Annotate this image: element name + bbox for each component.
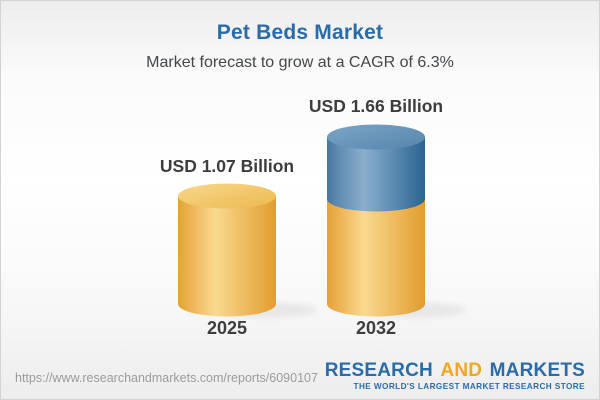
category-label-2025: 2025 <box>207 318 247 338</box>
bar-2025 <box>178 183 276 317</box>
bar-2032 <box>327 124 425 317</box>
logo-word-markets: MARKETS <box>489 359 585 381</box>
page-title: Pet Beds Market <box>216 21 384 44</box>
page-subtitle: Market forecast to grow at a CAGR of 6.3… <box>146 54 454 71</box>
brand-tagline: THE WORLD'S LARGEST MARKET RESEARCH STOR… <box>353 381 585 391</box>
cylinder-bar-chart: USD 1.07 Billion USD 1.66 Billion 2025 2… <box>160 96 466 338</box>
header: Pet Beds Market Market forecast to grow … <box>1 1 599 72</box>
value-label-2025: USD 1.07 Billion <box>160 156 294 176</box>
logo-word-and: AND <box>440 359 483 381</box>
category-label-2032: 2032 <box>356 318 396 338</box>
report-url: https://www.researchandmarkets.com/repor… <box>15 371 318 385</box>
logo-word-research: RESEARCH <box>324 359 433 381</box>
footer: https://www.researchandmarkets.com/repor… <box>1 347 599 399</box>
value-label-2032: USD 1.66 Billion <box>309 96 443 116</box>
brand-logo: RESEARCH AND MARKETS THE WORLD'S LARGEST… <box>325 361 585 391</box>
brand-logo-wordmark: RESEARCH AND MARKETS <box>325 361 585 380</box>
